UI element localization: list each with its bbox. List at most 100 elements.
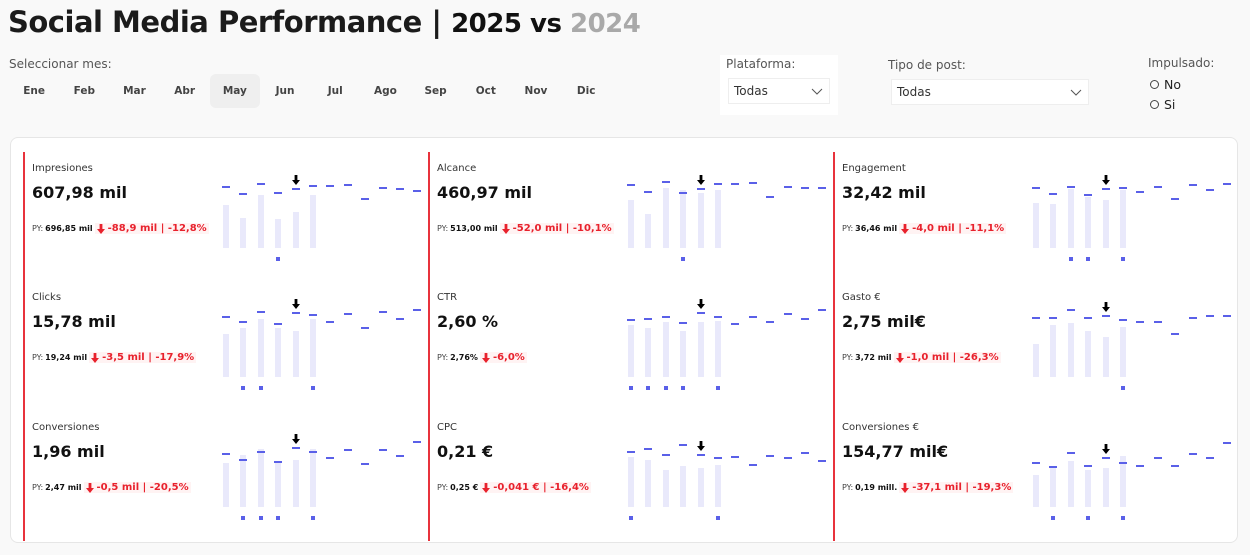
kpi-card-impresiones: Impresiones 607,98 mil PY: 696,85 mil -8… (23, 152, 427, 282)
bar-current-year (257, 319, 264, 377)
month-button-jul[interactable]: Jul (327, 85, 343, 97)
selected-month-arrow-icon (696, 299, 706, 312)
marker-previous-year (361, 327, 370, 329)
bar-current-year (1085, 197, 1092, 248)
sparkline-chart[interactable] (614, 429, 827, 534)
bar-current-year (628, 200, 634, 248)
py-value: 513,00 mil (450, 224, 498, 233)
kpi-previous-year: PY: 0,19 mill. -37,1 mil | -19,3% (842, 482, 1014, 493)
kpi-name: Conversiones (32, 422, 100, 433)
accent-bar (833, 411, 835, 541)
month-button-nov[interactable]: Nov (524, 85, 548, 97)
below-target-marker (276, 257, 281, 261)
sparkline-chart[interactable] (209, 299, 422, 404)
sparkline-chart[interactable] (209, 170, 422, 275)
kpi-previous-year: PY: 2,76% -6,0% (437, 352, 527, 363)
bar-current-year (697, 468, 704, 507)
marker-previous-year (222, 186, 230, 188)
marker-previous-year (1223, 315, 1232, 317)
kpi-value: 2,60 % (437, 312, 499, 331)
marker-previous-year (1101, 188, 1110, 190)
marker-previous-year (627, 184, 635, 186)
sparkline-chart[interactable] (209, 429, 422, 534)
accent-bar (428, 411, 430, 541)
below-target-marker (681, 257, 686, 261)
month-button-dic[interactable]: Dic (576, 85, 596, 97)
delta-text: -0,041 € | -16,4% (493, 482, 589, 493)
boosted-radio-si[interactable]: Si (1150, 97, 1175, 112)
marker-previous-year (222, 316, 230, 318)
month-button-feb[interactable]: Feb (73, 85, 95, 97)
kpi-value: 15,78 mil (32, 312, 116, 331)
marker-previous-year (818, 460, 827, 462)
bar-current-year (275, 461, 282, 507)
month-button-ene[interactable]: Ene (23, 85, 45, 97)
kpi-value: 1,96 mil (32, 442, 105, 461)
kpi-delta: -6,0% (479, 352, 527, 363)
delta-text: -4,0 mil | -11,1% (912, 223, 1005, 234)
kpi-delta: -37,1 mil | -19,3% (899, 482, 1014, 493)
bar-current-year (223, 205, 229, 248)
bar-current-year (1120, 190, 1126, 248)
bar-current-year (715, 190, 721, 248)
marker-previous-year (679, 322, 688, 324)
month-button-jun[interactable]: Jun (275, 85, 295, 97)
bar-current-year (257, 449, 264, 507)
platform-dropdown[interactable]: Todas (728, 78, 830, 104)
marker-previous-year (766, 455, 775, 457)
kpi-previous-year: PY: 0,25 € -0,041 € | -16,4% (437, 482, 591, 493)
bar-current-year (697, 322, 704, 377)
boosted-radio-no[interactable]: No (1150, 77, 1181, 92)
kpi-card-clicks: Clicks 15,78 mil PY: 19,24 mil -3,5 mil … (23, 281, 427, 411)
arrow-down-icon (91, 352, 100, 363)
marker-previous-year (627, 451, 635, 453)
marker-previous-year (1049, 193, 1058, 195)
month-button-sep[interactable]: Sep (424, 85, 447, 97)
post-type-label: Tipo de post: (888, 58, 966, 72)
marker-previous-year (801, 452, 809, 454)
marker-previous-year (378, 187, 387, 189)
sparkline-chart[interactable] (614, 299, 827, 404)
marker-previous-year (818, 309, 827, 311)
delta-text: -1,0 mil | -26,3% (906, 352, 999, 363)
post-type-dropdown[interactable]: Todas (891, 79, 1089, 105)
accent-bar (23, 152, 25, 282)
month-button-oct[interactable]: Oct (475, 85, 496, 97)
bar-current-year (1085, 331, 1092, 377)
sparkline-chart[interactable] (1019, 299, 1232, 404)
month-button-abr[interactable]: Abr (174, 85, 196, 97)
month-button-mar[interactable]: Mar (123, 85, 146, 97)
month-button-may[interactable]: May (209, 74, 260, 108)
kpi-name: Clicks (32, 292, 62, 303)
below-target-marker (1121, 257, 1125, 261)
kpi-value: 32,42 mil (842, 183, 926, 202)
marker-previous-year (291, 312, 300, 314)
marker-previous-year (1084, 317, 1093, 319)
sparkline-chart[interactable] (1019, 170, 1232, 275)
bar-current-year (1050, 204, 1057, 248)
bar-current-year (662, 322, 669, 377)
arrow-down-icon (96, 223, 105, 234)
marker-previous-year (361, 198, 370, 200)
bar-current-year (310, 449, 316, 507)
sparkline-chart[interactable] (614, 170, 827, 275)
kpi-value: 607,98 mil (32, 183, 127, 202)
sparkline-chart[interactable] (1019, 429, 1232, 534)
bar-current-year (275, 328, 282, 377)
bar-current-year (628, 325, 634, 377)
bar-current-year (1067, 189, 1074, 248)
marker-previous-year (644, 191, 653, 193)
bar-current-year (1102, 468, 1109, 507)
below-target-marker (311, 516, 315, 520)
marker-previous-year (766, 321, 775, 323)
marker-previous-year (661, 181, 670, 183)
below-target-marker (311, 386, 315, 390)
bar-current-year (680, 331, 687, 377)
kpi-name: Engagement (842, 163, 906, 174)
accent-bar (428, 152, 430, 282)
platform-value: Todas (734, 84, 768, 98)
accent-bar (833, 152, 835, 282)
month-button-ago[interactable]: Ago (373, 85, 397, 97)
marker-previous-year (326, 185, 335, 187)
py-label: PY: (842, 483, 854, 492)
